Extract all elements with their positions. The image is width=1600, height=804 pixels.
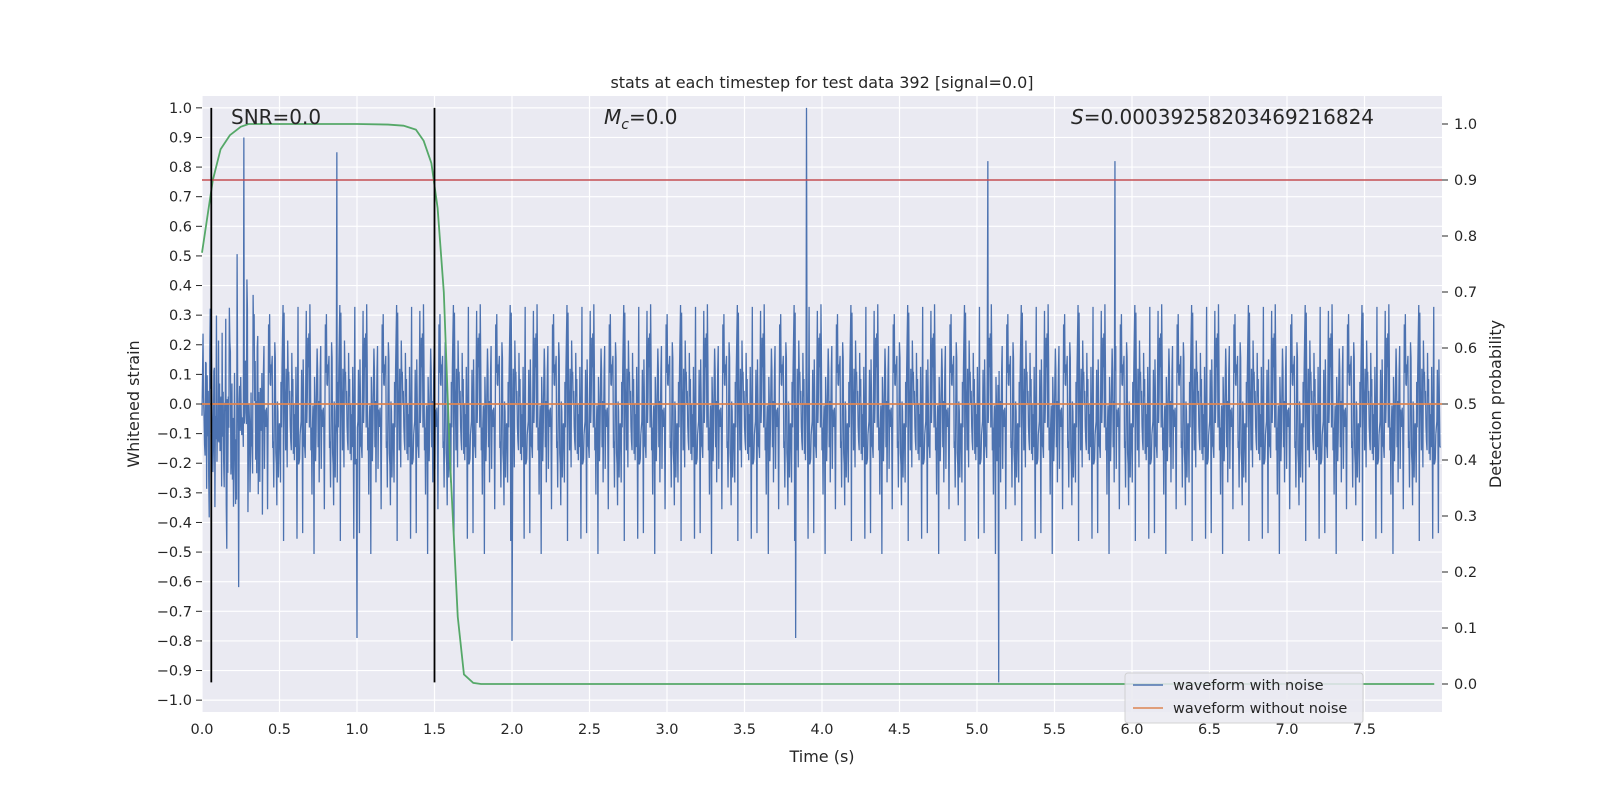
y-tick-label: −0.2 xyxy=(157,456,192,472)
y-tick-label: −0.3 xyxy=(157,486,192,502)
y2-tick-label: 0.9 xyxy=(1454,173,1477,189)
x-tick-label: 2.0 xyxy=(500,722,523,738)
y-tick-label: −0.4 xyxy=(157,515,192,531)
y-axis-label: Whitened strain xyxy=(124,340,143,467)
axis-ticks: 0.0 0.5 1.0 1.5 2.0 2.5 3.0 3.5 4.0 4.5 5.0 5.5 6.0 6… xyxy=(157,101,1477,738)
y2-tick-label: 0.1 xyxy=(1454,621,1477,637)
snr-annotation: SNR=0.0 xyxy=(231,105,321,129)
y2-tick-label: 0.8 xyxy=(1454,229,1477,245)
y-tick-label: 0.5 xyxy=(169,249,192,265)
x-tick-label: 7.5 xyxy=(1353,722,1376,738)
x-tick-label: 4.5 xyxy=(888,722,911,738)
x-tick-label: 5.5 xyxy=(1043,722,1066,738)
y-tick-label: 0.1 xyxy=(169,367,192,383)
y-tick-label: 0.4 xyxy=(169,279,192,295)
detection-probability-line xyxy=(201,123,1435,685)
y-tick-label: 0.6 xyxy=(169,219,192,235)
x-tick-label: 1.5 xyxy=(423,722,446,738)
y2-tick-label: 0.6 xyxy=(1454,341,1477,357)
y-tick-label: 1.0 xyxy=(169,101,192,117)
s-annotation: S=0.00039258203469216824 xyxy=(1071,105,1374,129)
x-tick-label: 1.0 xyxy=(345,722,368,738)
y2-tick-label: 0.4 xyxy=(1454,453,1477,469)
chirp-mass-annotation: Mc=0.0 xyxy=(604,105,678,133)
x-tick-label: 6.5 xyxy=(1198,722,1221,738)
y-tick-label: −0.7 xyxy=(157,604,192,620)
x-tick-label: 0.5 xyxy=(268,722,291,738)
x-axis-label: Time (s) xyxy=(788,747,854,766)
y2-tick-label: 0.3 xyxy=(1454,509,1477,525)
x-tick-label: 0.0 xyxy=(190,722,213,738)
y-tick-label: 0.3 xyxy=(169,308,192,324)
y2-tick-label: 0.0 xyxy=(1454,677,1477,693)
y-tick-label: 0.7 xyxy=(169,190,192,206)
y-tick-label: −0.1 xyxy=(157,427,192,443)
series-lines xyxy=(201,107,1442,685)
y2-tick-label: 0.7 xyxy=(1454,285,1477,301)
y2-tick-label: 0.5 xyxy=(1454,397,1477,413)
y-tick-label: −0.6 xyxy=(157,575,192,591)
y-tick-label: 0.0 xyxy=(169,397,192,413)
x-tick-label: 4.0 xyxy=(810,722,833,738)
y-tick-label: −0.5 xyxy=(157,545,192,561)
y-tick-label: 0.9 xyxy=(169,130,192,146)
x-tick-label: 3.5 xyxy=(733,722,756,738)
legend: waveform with noise waveform without noi… xyxy=(1124,672,1364,724)
y-tick-label: 0.2 xyxy=(169,338,192,354)
x-tick-label: 6.0 xyxy=(1120,722,1143,738)
y2-tick-label: 1.0 xyxy=(1454,117,1477,133)
y-tick-label: −0.9 xyxy=(157,664,192,680)
y-tick-label: −0.8 xyxy=(157,634,192,650)
y2-tick-label: 0.2 xyxy=(1454,565,1477,581)
legend-box xyxy=(1124,672,1364,724)
x-tick-label: 5.0 xyxy=(965,722,988,738)
legend-label-clean: waveform without noise xyxy=(1173,701,1347,717)
noise-waveform-line xyxy=(201,107,1442,683)
noise-series xyxy=(201,107,1442,683)
y-tick-label: 0.8 xyxy=(169,160,192,176)
legend-label-noise: waveform with noise xyxy=(1173,678,1324,694)
chart-title: stats at each timestep for test data 392… xyxy=(610,73,1033,92)
x-tick-label: 2.5 xyxy=(578,722,601,738)
x-tick-label: 7.0 xyxy=(1275,722,1298,738)
y-tick-label: −1.0 xyxy=(157,693,192,709)
x-tick-label: 3.0 xyxy=(655,722,678,738)
y2-axis-label: Detection probability xyxy=(1486,320,1505,488)
